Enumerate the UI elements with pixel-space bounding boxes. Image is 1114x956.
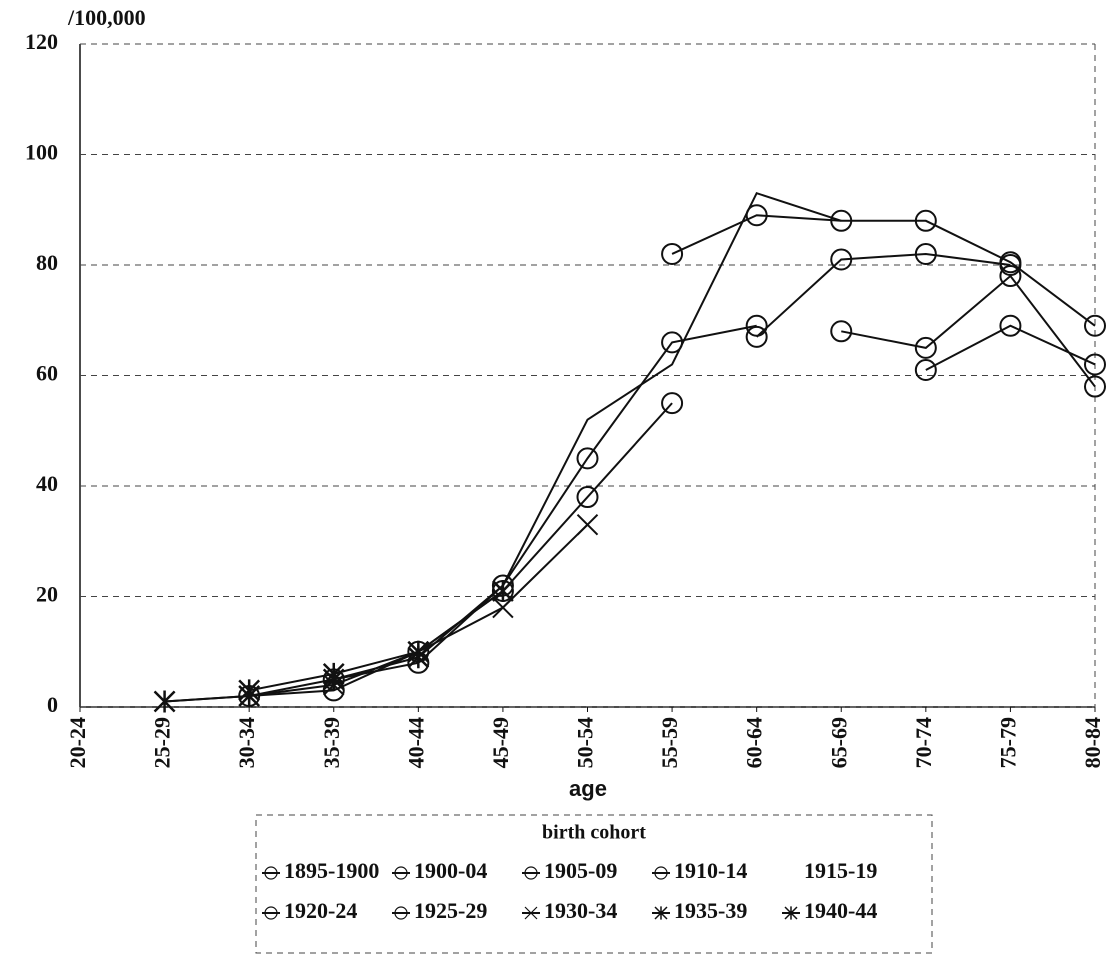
data-point — [745, 314, 768, 337]
y-tick-label: 20 — [36, 582, 58, 607]
legend-label: 1915-19 — [804, 858, 877, 883]
x-tick-label: 55-59 — [657, 717, 682, 768]
data-point — [153, 690, 176, 713]
data-point — [830, 209, 853, 232]
y-tick-label: 60 — [36, 361, 58, 386]
data-point — [661, 242, 684, 265]
data-point — [914, 358, 937, 381]
x-tick-label: 30-34 — [234, 717, 259, 768]
x-tick-label: 45-49 — [488, 717, 513, 768]
series-line — [925, 324, 1096, 371]
x-tick-label: 20-24 — [65, 717, 90, 768]
x-tick-label: 65-69 — [826, 717, 851, 768]
data-point — [999, 251, 1022, 274]
legend-marker — [394, 906, 408, 920]
y-tick-label: 40 — [36, 471, 58, 496]
legend-label: 1905-09 — [544, 858, 617, 883]
y-tick-label: 120 — [25, 29, 58, 54]
x-tick-label: 35-39 — [319, 717, 344, 768]
data-point — [238, 684, 261, 707]
y-tick-label: 100 — [25, 140, 58, 165]
data-point — [492, 596, 514, 619]
data-point — [576, 513, 599, 536]
legend-marker — [784, 906, 798, 920]
legend-marker — [394, 866, 408, 880]
y-tick-label: 80 — [36, 250, 58, 275]
y-axis-label: /100,000 — [67, 5, 146, 30]
series-line — [164, 523, 589, 703]
legend-marker — [264, 906, 278, 920]
x-tick-label: 40-44 — [403, 717, 428, 768]
data-point — [1084, 314, 1106, 337]
legend-marker — [524, 866, 538, 880]
data-point — [576, 486, 599, 509]
x-tick-label: 25-29 — [150, 717, 175, 768]
data-point — [745, 325, 768, 348]
data-point — [914, 209, 937, 232]
data-point — [1084, 375, 1106, 398]
data-point — [576, 447, 599, 470]
series-line — [841, 274, 1096, 388]
x-tick-label: 75-79 — [995, 717, 1020, 768]
data-point — [322, 668, 345, 691]
y-tick-label: 0 — [47, 692, 58, 717]
data-point — [999, 314, 1022, 337]
legend-marker — [524, 906, 538, 920]
x-tick-label: 50-54 — [573, 717, 598, 768]
legend-label: 1925-29 — [414, 898, 487, 923]
legend-label: 1900-04 — [414, 858, 487, 883]
data-point — [661, 392, 684, 415]
x-tick-label: 60-64 — [742, 717, 767, 768]
series-line — [248, 590, 504, 692]
legend-label: 1895-1900 — [284, 858, 379, 883]
series-line — [249, 402, 673, 697]
data-point — [999, 265, 1022, 288]
data-point — [661, 331, 684, 354]
legend-label: 1940-44 — [804, 898, 877, 923]
x-axis-label: age — [569, 776, 607, 801]
x-tick-label: 80-84 — [1080, 717, 1105, 768]
series-line — [755, 252, 1011, 338]
data-point — [492, 579, 514, 602]
series-line — [671, 214, 1096, 327]
legend-label: 1920-24 — [284, 898, 357, 923]
series-line — [164, 656, 419, 703]
data-point — [407, 646, 430, 669]
series-line — [333, 324, 757, 681]
data-point — [914, 242, 937, 265]
legend-title: birth cohort — [542, 822, 646, 844]
data-point — [830, 320, 853, 343]
legend-marker — [654, 906, 668, 920]
data-point — [830, 248, 853, 271]
series-line — [417, 191, 842, 659]
legend-label: 1910-14 — [674, 858, 747, 883]
x-tick-label: 70-74 — [911, 717, 936, 768]
legend-label: 1930-34 — [544, 898, 617, 923]
legend-marker — [654, 866, 668, 880]
data-point — [1084, 353, 1106, 376]
data-point — [914, 336, 937, 359]
legend-marker — [264, 866, 278, 880]
legend-label: 1935-39 — [674, 898, 747, 923]
